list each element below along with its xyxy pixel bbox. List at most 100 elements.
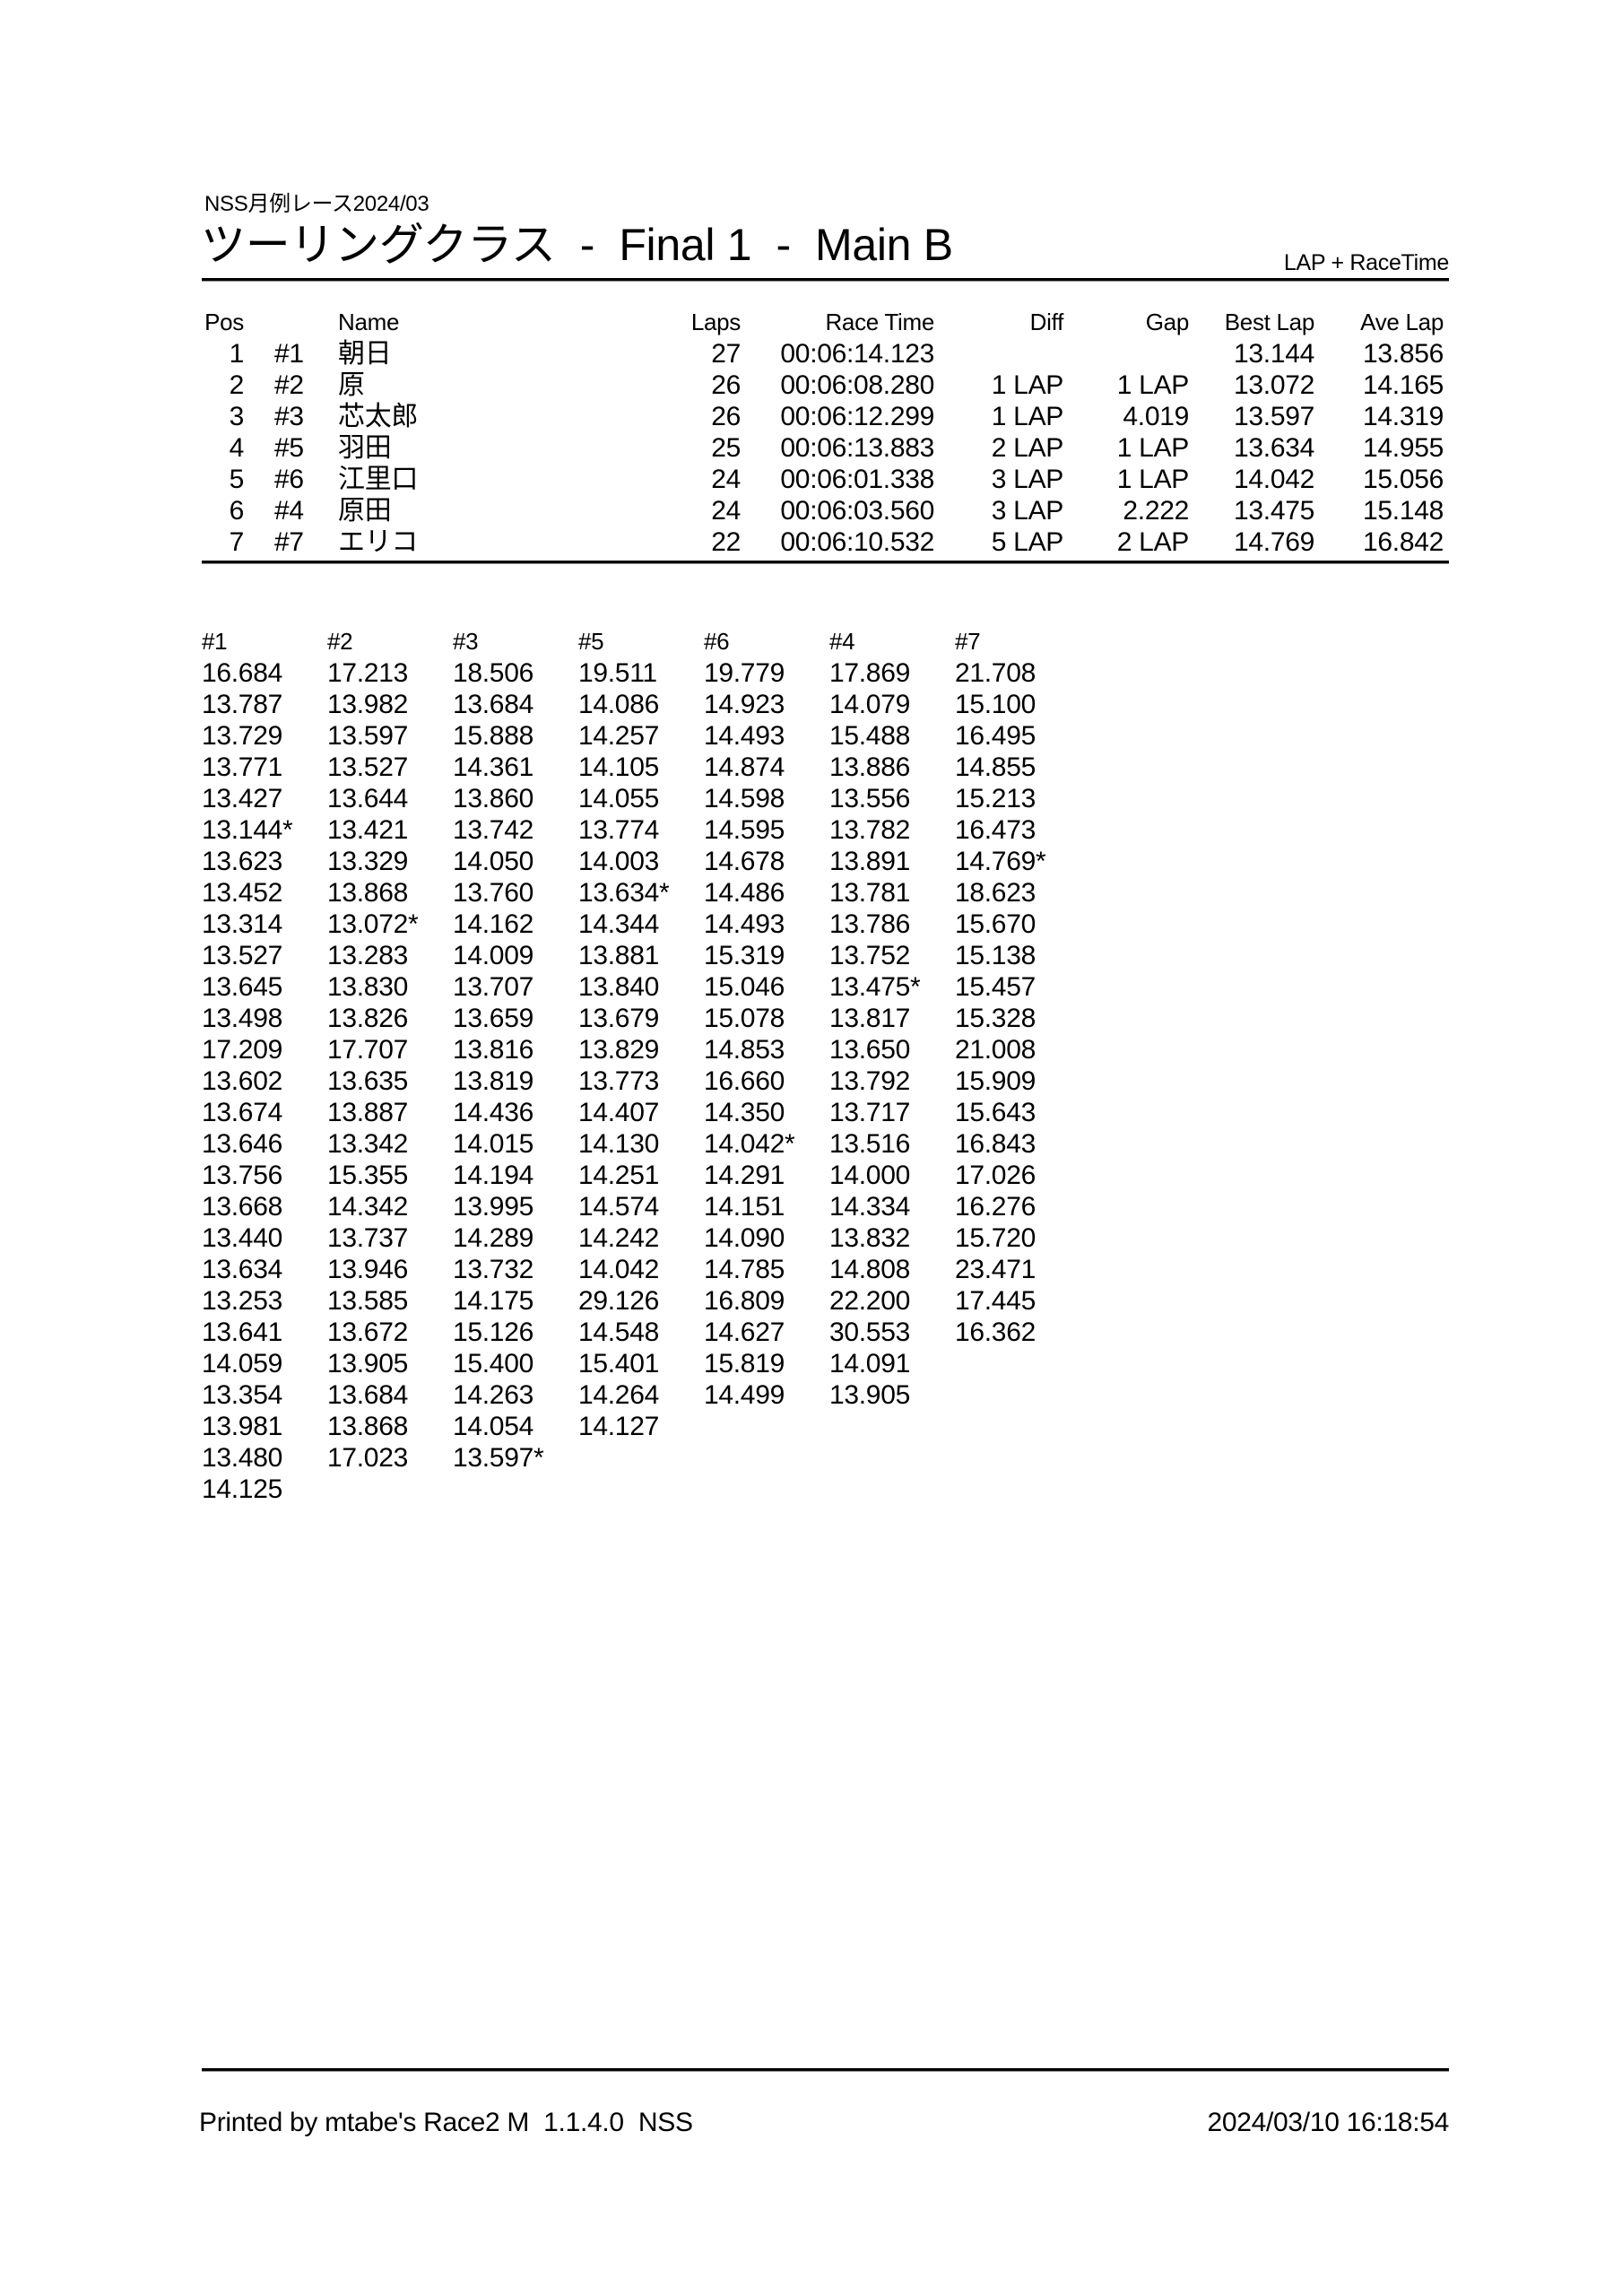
results-cell-pos: 5 bbox=[229, 465, 245, 494]
lap-time-cell: 17.209 bbox=[202, 1035, 282, 1065]
lap-time-cell: 13.144* bbox=[202, 815, 293, 845]
lap-time-cell: 13.781 bbox=[829, 878, 910, 908]
lap-chart-row: 13.771 13.527 14.361 14.105 14.874 13.886 14.8… bbox=[202, 752, 1080, 783]
lap-time-cell: 14.678 bbox=[704, 847, 785, 876]
lap-time-cell: 15.319 bbox=[704, 941, 785, 970]
lap-time-cell: 14.050 bbox=[453, 847, 533, 876]
lap-time-cell: 13.646 bbox=[202, 1129, 282, 1159]
lap-time-cell: 15.400 bbox=[453, 1349, 533, 1378]
results-cell-no: #1 bbox=[274, 339, 304, 369]
lap-time-cell: 13.756 bbox=[202, 1161, 282, 1190]
results-cell-laps: 24 bbox=[711, 496, 741, 526]
lap-time-cell: 13.742 bbox=[453, 815, 533, 845]
lap-chart-row: 13.354 13.684 14.263 14.264 14.499 13.905 bbox=[202, 1379, 1080, 1411]
lap-time-cell: 13.516 bbox=[829, 1129, 910, 1159]
results-header-laps: Laps bbox=[690, 309, 741, 335]
lap-time-cell: 14.291 bbox=[704, 1161, 785, 1190]
lap-time-cell: 13.732 bbox=[453, 1255, 533, 1284]
results-cell-best_lap: 13.597 bbox=[1234, 402, 1314, 431]
lap-time-cell: 13.774 bbox=[578, 815, 659, 845]
lap-time-cell: 13.452 bbox=[202, 878, 282, 908]
results-cell-name: 朝日 bbox=[338, 339, 392, 369]
results-row: 7 #7 エリコ 22 00:06:10.532 5 LAP 2 LAP 14.769 16.8… bbox=[202, 526, 1444, 558]
lap-time-cell: 14.257 bbox=[578, 721, 659, 751]
lap-chart-row: 14.059 13.905 15.400 15.401 15.819 14.091 bbox=[202, 1348, 1080, 1379]
lap-chart-row: 16.684 17.213 18.506 19.511 19.779 17.869 21.7… bbox=[202, 657, 1080, 689]
footer-divider bbox=[202, 2068, 1449, 2072]
lap-time-cell: 15.126 bbox=[453, 1318, 533, 1347]
lap-chart-row: 17.209 17.707 13.816 13.829 14.853 13.650 21.0… bbox=[202, 1034, 1080, 1065]
lap-column-header: #6 bbox=[704, 628, 730, 655]
results-divider bbox=[202, 561, 1449, 564]
results-cell-no: #6 bbox=[274, 465, 304, 494]
lap-time-cell: 14.436 bbox=[453, 1098, 533, 1127]
lap-time-cell: 13.342 bbox=[327, 1129, 408, 1159]
results-cell-name: 江里口 bbox=[338, 465, 419, 494]
lap-time-cell: 14.003 bbox=[578, 847, 659, 876]
results-cell-race_time: 00:06:01.338 bbox=[780, 465, 934, 494]
lap-time-cell bbox=[578, 1474, 704, 1505]
lap-time-cell: 13.787 bbox=[202, 690, 282, 719]
lap-time-cell: 14.350 bbox=[704, 1098, 785, 1127]
lap-time-cell: 14.289 bbox=[453, 1223, 533, 1253]
lap-time-cell bbox=[578, 1442, 704, 1474]
lap-time-cell: 14.151 bbox=[704, 1192, 785, 1222]
lap-time-cell: 14.079 bbox=[829, 690, 910, 719]
results-rows: 1 #1 朝日 27 00:06:14.123 13.144 13.856 2 #2 原 26 00:… bbox=[202, 338, 1444, 558]
lap-chart: #1 #2 #3 #5 #6 #4 #7 16.684 17.213 18.506 19.511 1… bbox=[202, 626, 1080, 1505]
lap-time-cell: 14.493 bbox=[704, 909, 785, 939]
lap-time-cell: 13.427 bbox=[202, 784, 282, 813]
lap-chart-row: 13.314 13.072* 14.162 14.344 14.493 13.786 15.… bbox=[202, 909, 1080, 940]
lap-time-cell: 14.548 bbox=[578, 1318, 659, 1347]
lap-time-cell: 14.344 bbox=[578, 909, 659, 939]
lap-time-cell: 14.361 bbox=[453, 752, 533, 782]
lap-time-cell: 13.644 bbox=[327, 784, 408, 813]
results-cell-ave_lap: 16.842 bbox=[1363, 527, 1444, 557]
results-cell-best_lap: 13.634 bbox=[1234, 433, 1314, 463]
lap-time-cell: 15.457 bbox=[955, 972, 1036, 1002]
lap-time-cell: 14.486 bbox=[704, 878, 785, 908]
lap-time-cell: 13.072* bbox=[327, 909, 419, 939]
lap-time-cell: 15.138 bbox=[955, 941, 1036, 970]
results-cell-gap: 1 LAP bbox=[1116, 370, 1190, 400]
results-cell-gap: 4.019 bbox=[1123, 402, 1189, 431]
lap-time-cell: 17.023 bbox=[327, 1443, 408, 1473]
lap-time-cell: 13.672 bbox=[327, 1318, 408, 1347]
results-cell-gap: 1 LAP bbox=[1116, 433, 1190, 463]
results-header-name: Name bbox=[338, 309, 400, 335]
lap-time-cell bbox=[829, 1411, 955, 1442]
lap-time-cell: 17.707 bbox=[327, 1035, 408, 1065]
lap-chart-row: 13.480 17.023 13.597* bbox=[202, 1442, 1080, 1474]
lap-chart-rows: 16.684 17.213 18.506 19.511 19.779 17.869 21.7… bbox=[202, 657, 1080, 1505]
results-header-no bbox=[244, 307, 314, 338]
lap-time-cell: 14.127 bbox=[578, 1412, 659, 1441]
lap-time-cell: 15.643 bbox=[955, 1098, 1036, 1127]
results-row: 3 #3 芯太郎 26 00:06:12.299 1 LAP 4.019 13.597 14.3… bbox=[202, 401, 1444, 432]
lap-time-cell: 17.213 bbox=[327, 658, 408, 688]
results-header-row: Pos Name Laps Race Time Diff Gap Best La… bbox=[202, 307, 1444, 338]
lap-time-cell: 29.126 bbox=[578, 1286, 659, 1316]
lap-time-cell: 14.808 bbox=[829, 1255, 910, 1284]
print-datetime: 2024/03/10 16:18:54 bbox=[1207, 2108, 1449, 2137]
lap-time-cell: 13.527 bbox=[327, 752, 408, 782]
results-header-avelap: Ave Lap bbox=[1360, 309, 1444, 335]
lap-time-cell: 13.729 bbox=[202, 721, 282, 751]
results-cell-race_time: 00:06:13.883 bbox=[780, 433, 934, 463]
lap-time-cell: 13.946 bbox=[327, 1255, 408, 1284]
lap-time-cell: 14.595 bbox=[704, 815, 785, 845]
lap-column-header: #1 bbox=[202, 628, 228, 655]
results-cell-best_lap: 14.769 bbox=[1234, 527, 1314, 557]
lap-time-cell: 16.276 bbox=[955, 1192, 1036, 1222]
lap-time-cell: 21.708 bbox=[955, 658, 1036, 688]
results-cell-diff: 3 LAP bbox=[991, 496, 1064, 526]
lap-time-cell: 13.659 bbox=[453, 1004, 533, 1033]
results-cell-name: エリコ bbox=[338, 527, 419, 557]
lap-chart-row: 13.427 13.644 13.860 14.055 14.598 13.556 15.2… bbox=[202, 783, 1080, 814]
lap-time-cell: 16.809 bbox=[704, 1286, 785, 1316]
results-cell-best_lap: 14.042 bbox=[1234, 465, 1314, 494]
lap-time-cell: 13.905 bbox=[829, 1380, 910, 1410]
lap-time-cell: 13.886 bbox=[829, 752, 910, 782]
lap-time-cell: 15.100 bbox=[955, 690, 1036, 719]
lap-time-cell: 14.923 bbox=[704, 690, 785, 719]
lap-chart-row: 13.253 13.585 14.175 29.126 16.809 22.200 17.4… bbox=[202, 1285, 1080, 1317]
